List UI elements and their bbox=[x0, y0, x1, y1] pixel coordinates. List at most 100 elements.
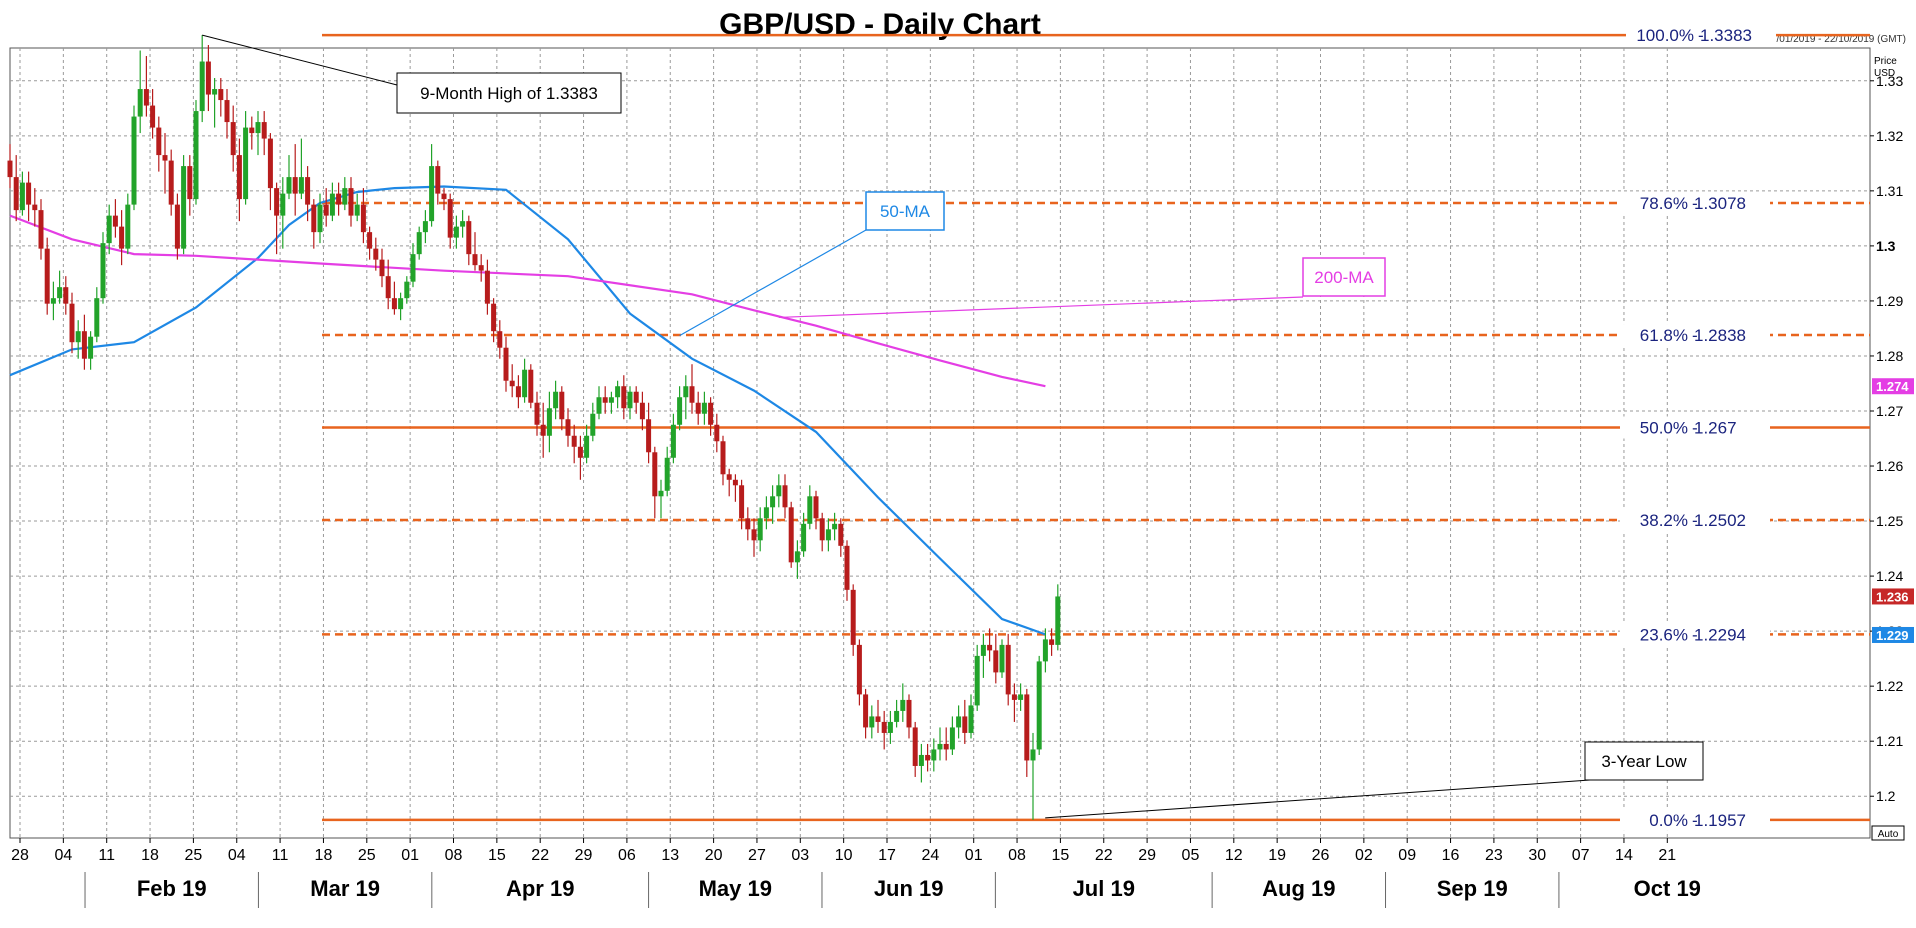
candle-body-bull bbox=[1030, 749, 1036, 761]
fib-dash: - bbox=[1692, 625, 1698, 644]
candle-body-bull bbox=[404, 281, 410, 299]
candle-body-bear bbox=[112, 215, 118, 227]
y-tick-label: 1.24 bbox=[1876, 568, 1903, 584]
candle-body-bear bbox=[503, 347, 509, 381]
candle-body-bear bbox=[987, 644, 993, 651]
candle-body-bull bbox=[137, 89, 143, 117]
fib-percent-label: 38.2% bbox=[1640, 511, 1688, 530]
fib-label-background bbox=[1620, 324, 1770, 347]
candle-body-bull bbox=[683, 386, 689, 398]
x-tick-label: 02 bbox=[1355, 847, 1373, 864]
annotation-box bbox=[865, 191, 945, 231]
price-tag bbox=[1872, 378, 1914, 395]
y-tick-label: 1.28 bbox=[1876, 348, 1903, 364]
candle-body-bear bbox=[311, 204, 317, 233]
candle-body-bull bbox=[460, 221, 466, 227]
candle-body-bear bbox=[162, 155, 168, 161]
x-tick-label: 04 bbox=[54, 847, 72, 864]
candle-body-bear bbox=[881, 721, 887, 733]
candle-body-bear bbox=[838, 523, 844, 546]
candle-body-bear bbox=[726, 474, 732, 480]
candle-body-bear bbox=[863, 694, 869, 728]
x-tick-label: 15 bbox=[1052, 847, 1070, 864]
candle-body-bear bbox=[441, 193, 447, 200]
candle-body-bull bbox=[398, 298, 404, 310]
candle-body-bull bbox=[212, 89, 218, 95]
x-tick-label: 30 bbox=[1528, 847, 1546, 864]
fib-dash: - bbox=[1692, 419, 1698, 438]
candle-body-bear bbox=[261, 122, 267, 139]
candle-body-bull bbox=[968, 705, 974, 733]
candle-body-bear bbox=[379, 259, 385, 277]
month-label: Sep 19 bbox=[1437, 876, 1508, 901]
candle-body-bull bbox=[75, 331, 81, 343]
candle-body-bull bbox=[980, 644, 986, 656]
x-tick-label: 03 bbox=[791, 847, 809, 864]
candle-body-bull bbox=[416, 232, 422, 255]
fib-dash: - bbox=[1698, 26, 1704, 45]
candle-body-bull bbox=[974, 655, 980, 706]
fib-dash: - bbox=[1692, 511, 1698, 530]
candle-body-bear bbox=[844, 545, 850, 590]
auto-scale-button[interactable] bbox=[1871, 825, 1905, 841]
x-tick-label: 08 bbox=[445, 847, 463, 864]
candle-body-bear bbox=[639, 402, 645, 420]
x-tick-label: 15 bbox=[488, 847, 506, 864]
candle-body-bull bbox=[949, 727, 955, 750]
y-tick-label: 1.29 bbox=[1876, 293, 1903, 309]
candle-body-bull bbox=[286, 177, 292, 194]
candle-body-bear bbox=[534, 402, 540, 425]
candle-body-bull bbox=[894, 710, 900, 722]
candle-body-bull bbox=[670, 424, 676, 458]
candle-body-bull bbox=[19, 182, 25, 211]
candle-body-bull bbox=[522, 369, 528, 398]
candle-body-bear bbox=[646, 419, 652, 453]
candle-body-bull bbox=[88, 336, 94, 359]
fib-value-label: 1.2502 bbox=[1694, 511, 1746, 530]
price-axis: 1.21.211.221.231.241.251.261.271.281.291… bbox=[1870, 73, 1914, 804]
candle-body-bull bbox=[608, 397, 614, 403]
candle-body-bear bbox=[218, 89, 224, 101]
annotations: 9-Month High of 1.3383 3-Year Low 50-MA 200… bbox=[202, 34, 1704, 819]
x-tick-label: 01 bbox=[965, 847, 983, 864]
plot-frame bbox=[9, 47, 1871, 839]
candle-body-bull bbox=[615, 386, 621, 398]
candle-body-bear bbox=[621, 386, 627, 409]
candle-body-bear bbox=[367, 232, 373, 249]
annotation-pointer bbox=[202, 34, 398, 86]
price-tag-label: 1.236 bbox=[1876, 589, 1909, 604]
candle-body-bull bbox=[429, 166, 435, 222]
candle-body-bear bbox=[373, 248, 379, 260]
fib-value-label: 1.267 bbox=[1694, 419, 1737, 438]
candle-body-bear bbox=[236, 155, 242, 200]
candle-body-bull bbox=[255, 122, 261, 134]
x-tick-label: 26 bbox=[1312, 847, 1330, 864]
fib-percent-label: 100.0% bbox=[1636, 26, 1694, 45]
candle-body-bear bbox=[528, 369, 534, 403]
candle-body-bull bbox=[627, 391, 633, 409]
candle-body-bear bbox=[745, 518, 751, 530]
x-tick-label: 16 bbox=[1442, 847, 1460, 864]
annotation-200-ma: 200-MA bbox=[1314, 268, 1374, 287]
annotation-pointer bbox=[1045, 779, 1591, 819]
y-tick-label: 1.3 bbox=[1876, 238, 1896, 254]
fib-value-label: 1.2294 bbox=[1694, 625, 1746, 644]
price-tag bbox=[1872, 588, 1914, 605]
candle-body-bull bbox=[956, 716, 962, 728]
x-tick-label: 10 bbox=[835, 847, 853, 864]
candle-body-bear bbox=[168, 160, 174, 205]
candle-body-bear bbox=[323, 204, 329, 216]
candle-body-bear bbox=[515, 386, 521, 398]
candle-body-bull bbox=[807, 496, 813, 524]
candle-body-bull bbox=[763, 507, 769, 519]
candle-body-bull bbox=[825, 529, 831, 541]
candle-body-bull bbox=[1036, 661, 1042, 750]
candle-body-bull bbox=[57, 287, 63, 299]
candle-body-bull bbox=[1018, 694, 1024, 700]
candle-body-bear bbox=[571, 435, 577, 447]
y-tick-label: 1.33 bbox=[1876, 73, 1903, 89]
candle-body-bear bbox=[875, 716, 881, 722]
x-tick-label: 22 bbox=[1095, 847, 1113, 864]
